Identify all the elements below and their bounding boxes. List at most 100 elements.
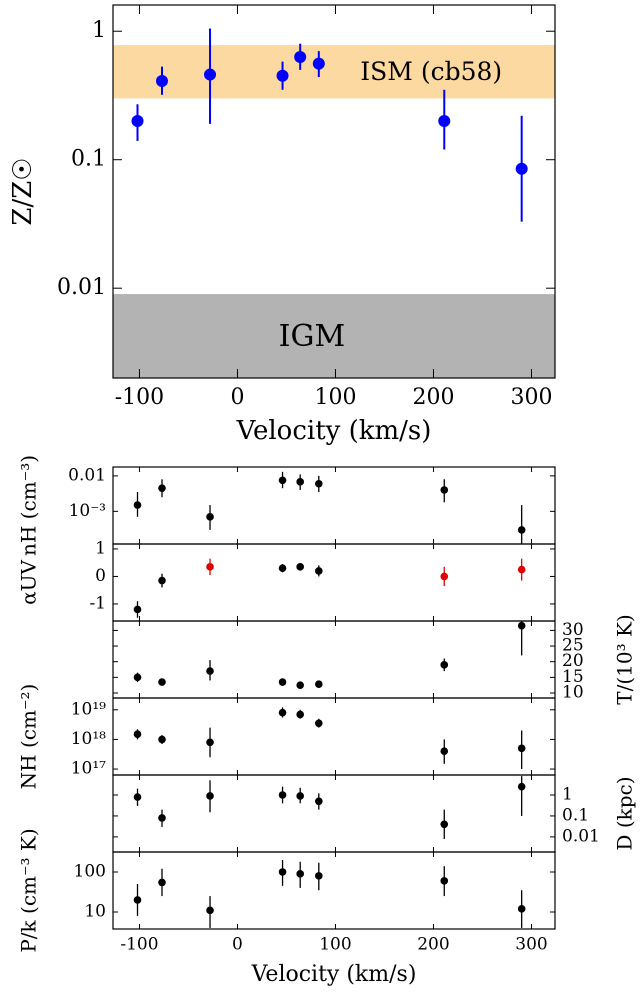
point bbox=[296, 710, 304, 719]
y-tick-label: 10¹⁹ bbox=[71, 699, 106, 719]
point bbox=[315, 680, 323, 689]
point bbox=[206, 563, 214, 571]
y-axis-label: Z/Z☉ bbox=[8, 157, 38, 225]
x-tick-label: 200 bbox=[417, 935, 449, 955]
x-axis-label: Velocity (km/s) bbox=[251, 962, 417, 987]
y-axis-label: T/(10³ K) bbox=[613, 614, 637, 704]
point bbox=[278, 678, 287, 686]
y-tick-label: -1 bbox=[89, 593, 106, 613]
point bbox=[204, 68, 217, 81]
point bbox=[158, 484, 166, 492]
point bbox=[133, 501, 142, 509]
point bbox=[156, 74, 169, 87]
point bbox=[158, 878, 166, 887]
y-tick-label: 10¹⁷ bbox=[71, 759, 106, 779]
point bbox=[517, 744, 526, 753]
point bbox=[440, 486, 449, 494]
y-axis-label: NH (cm⁻²) bbox=[17, 684, 41, 790]
point bbox=[517, 621, 526, 630]
y-tick-label: 15 bbox=[562, 667, 584, 687]
point bbox=[440, 572, 449, 581]
point bbox=[131, 115, 144, 128]
y-tick-label: 0.1 bbox=[71, 147, 106, 172]
plot-area bbox=[113, 28, 555, 378]
plot-area bbox=[133, 621, 526, 689]
x-tick-label: 200 bbox=[412, 385, 454, 410]
point bbox=[296, 563, 304, 571]
point bbox=[206, 792, 214, 800]
point bbox=[158, 735, 166, 744]
point bbox=[158, 678, 166, 686]
x-tick-label: -100 bbox=[115, 385, 164, 410]
y-tick-label: 1 bbox=[562, 784, 573, 804]
point bbox=[278, 476, 287, 485]
point bbox=[517, 782, 526, 791]
point bbox=[515, 162, 528, 175]
point bbox=[315, 479, 323, 488]
band-label: IGM bbox=[279, 319, 346, 354]
point bbox=[158, 576, 166, 585]
point bbox=[440, 747, 449, 756]
x-tick-label: 300 bbox=[510, 385, 552, 410]
y-tick-label: 30 bbox=[562, 620, 584, 640]
point bbox=[517, 905, 526, 913]
x-tick-label: 0 bbox=[230, 385, 244, 410]
y-tick-label: 0.01 bbox=[57, 275, 106, 300]
y-tick-label: 0.01 bbox=[562, 826, 600, 846]
y-tick-label: 25 bbox=[562, 636, 584, 656]
point bbox=[440, 820, 449, 829]
y-axis-label: αUV bbox=[17, 560, 41, 605]
axes-frame bbox=[112, 774, 556, 853]
point bbox=[315, 872, 323, 880]
y-tick-label: 10⁻³ bbox=[69, 501, 106, 521]
y-tick-label: 0.01 bbox=[68, 465, 106, 485]
point bbox=[206, 667, 214, 675]
x-axis-label: Velocity (km/s) bbox=[236, 416, 432, 446]
y-tick-label: 1 bbox=[92, 18, 106, 43]
point bbox=[133, 730, 142, 739]
point bbox=[296, 870, 304, 878]
point bbox=[278, 791, 287, 799]
axes-frame bbox=[112, 851, 556, 930]
x-tick-label: 100 bbox=[319, 935, 351, 955]
point bbox=[517, 565, 526, 574]
band bbox=[113, 45, 555, 99]
point bbox=[206, 513, 214, 521]
y-tick-label: 100 bbox=[74, 861, 106, 881]
y-tick-label: 20 bbox=[562, 651, 584, 671]
plot-area bbox=[133, 859, 526, 928]
y-tick-label: 10¹⁸ bbox=[71, 729, 106, 749]
point bbox=[517, 526, 526, 534]
axes-frame bbox=[112, 466, 556, 545]
y-tick-label: 10 bbox=[562, 682, 584, 702]
y-axis-label: P/k (cm⁻³ K) bbox=[17, 828, 41, 952]
point bbox=[206, 738, 214, 747]
x-tick-label: 300 bbox=[515, 935, 547, 955]
y-tick-label: 0 bbox=[95, 566, 106, 586]
point bbox=[315, 719, 323, 728]
point bbox=[278, 564, 287, 572]
point bbox=[315, 797, 323, 806]
point bbox=[158, 814, 166, 822]
point bbox=[133, 896, 142, 904]
plot-area bbox=[133, 558, 526, 618]
axes-frame bbox=[112, 543, 556, 622]
point bbox=[294, 51, 307, 64]
x-tick-label: 0 bbox=[232, 935, 243, 955]
point bbox=[296, 681, 304, 689]
plot-area bbox=[133, 707, 526, 770]
plot-area bbox=[133, 776, 526, 839]
axes-frame bbox=[112, 4, 556, 379]
point bbox=[278, 708, 287, 717]
band bbox=[113, 294, 555, 378]
band-label: ISM (cb58) bbox=[360, 57, 502, 86]
point bbox=[296, 792, 304, 800]
point bbox=[133, 605, 142, 614]
y-tick-label: 0.1 bbox=[562, 805, 589, 825]
axes-frame bbox=[112, 620, 556, 699]
point bbox=[315, 567, 323, 575]
point bbox=[276, 69, 289, 82]
point bbox=[296, 478, 304, 486]
y-axis-label: nH (cm⁻³) bbox=[17, 455, 41, 556]
